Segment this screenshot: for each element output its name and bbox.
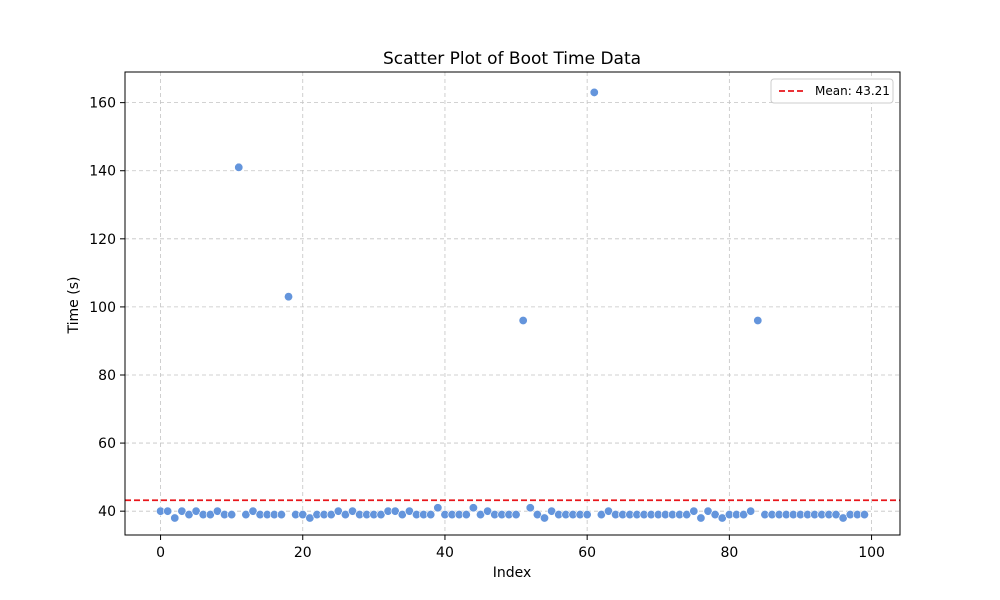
legend-mean-label: Mean: 43.21 xyxy=(815,84,890,98)
data-point xyxy=(753,316,763,326)
y-tick-label: 140 xyxy=(89,164,116,180)
data-point xyxy=(433,503,443,513)
data-point xyxy=(284,292,294,302)
data-point xyxy=(163,506,173,516)
x-tick-label: 20 xyxy=(294,545,312,561)
data-point xyxy=(525,503,535,513)
data-point xyxy=(589,87,599,97)
data-points xyxy=(156,87,869,523)
legend: Mean: 43.21 xyxy=(770,78,894,104)
data-point xyxy=(689,506,699,516)
data-point xyxy=(696,513,706,523)
x-tick-label: 60 xyxy=(578,545,596,561)
x-axis-label: Index xyxy=(493,565,532,581)
data-point xyxy=(859,510,869,520)
data-point xyxy=(227,510,237,520)
x-axis-ticks: 0 20 40 60 80 100 xyxy=(156,535,885,561)
x-tick-label: 0 xyxy=(156,545,165,561)
y-tick-label: 80 xyxy=(98,368,116,384)
y-tick-label: 40 xyxy=(98,504,116,520)
x-tick-label: 40 xyxy=(436,545,454,561)
y-tick-label: 120 xyxy=(89,232,116,248)
x-tick-label: 80 xyxy=(720,545,738,561)
data-point xyxy=(276,510,286,520)
data-point xyxy=(234,162,244,172)
plot-frame xyxy=(124,71,901,536)
data-point xyxy=(582,510,592,520)
y-tick-label: 100 xyxy=(89,300,116,316)
legend-box xyxy=(770,78,894,104)
data-point xyxy=(746,506,756,516)
data-point xyxy=(518,316,528,326)
chart-title: Scatter Plot of Boot Time Data xyxy=(383,49,641,69)
y-tick-label: 60 xyxy=(98,436,116,452)
data-point xyxy=(511,510,521,520)
y-axis-ticks: 40 60 80 100 120 140 160 xyxy=(89,96,125,520)
data-point xyxy=(539,513,549,523)
data-point xyxy=(461,510,471,520)
data-point xyxy=(426,510,436,520)
y-tick-label: 160 xyxy=(89,96,116,112)
x-tick-label: 100 xyxy=(858,545,885,561)
y-axis-label: Time (s) xyxy=(66,277,82,335)
data-point xyxy=(170,513,180,523)
data-point xyxy=(468,503,478,513)
